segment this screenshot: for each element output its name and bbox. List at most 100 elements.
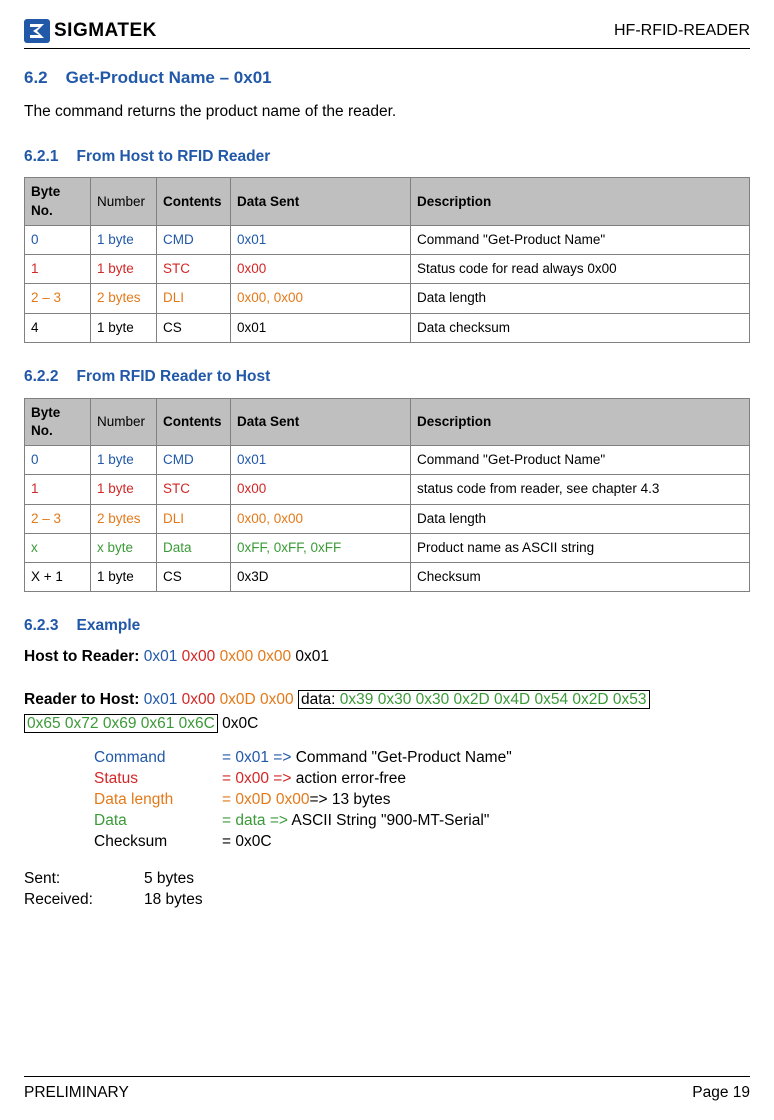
table-header-cell: Contents xyxy=(157,398,231,445)
table-cell: Data checksum xyxy=(411,313,750,342)
table-cell: CMD xyxy=(157,225,231,254)
kv-val: = 0x00 => action error-free xyxy=(222,769,406,790)
kv-row: Status= 0x00 => action error-free xyxy=(94,769,750,790)
table-cell: 1 byte xyxy=(91,255,157,284)
sub1-heading: 6.2.1 From Host to RFID Reader xyxy=(24,147,750,168)
table-cell: status code from reader, see chapter 4.3 xyxy=(411,475,750,504)
table-header-cell: Byte No. xyxy=(25,398,91,445)
bytes-key: Received: xyxy=(24,890,144,911)
table-cell: 2 – 3 xyxy=(25,504,91,533)
table-cell: Command "Get-Product Name" xyxy=(411,446,750,475)
kv-val: = 0x0C xyxy=(222,832,272,853)
hex-value: 0x01 xyxy=(144,648,178,665)
kv-row: Data= data => ASCII String "900-MT-Seria… xyxy=(94,811,750,832)
table-cell: 0x01 xyxy=(231,313,411,342)
hex-value: 0x01 xyxy=(291,648,329,665)
table-row: 41 byteCS0x01Data checksum xyxy=(25,313,750,342)
section-heading: 6.2Get-Product Name – 0x01 xyxy=(24,67,750,90)
table-cell: 1 byte xyxy=(91,475,157,504)
kv-row: Checksum= 0x0C xyxy=(94,832,750,853)
table-host-to-reader: Byte No.NumberContentsData SentDescripti… xyxy=(24,177,750,342)
table-cell: 1 byte xyxy=(91,562,157,591)
box-label: data: xyxy=(301,691,335,708)
hex-value: 0x01 xyxy=(144,691,182,708)
table-cell: STC xyxy=(157,475,231,504)
data-box: data: 0x39 0x30 0x30 0x2D 0x4D 0x54 0x2D… xyxy=(298,690,650,709)
table-cell: DLI xyxy=(157,284,231,313)
table-cell: x xyxy=(25,533,91,562)
table-cell: CS xyxy=(157,562,231,591)
data-box-line2: 0x65 0x72 0x69 0x61 0x6C xyxy=(24,714,218,733)
table-cell: 0 xyxy=(25,225,91,254)
table-header-cell: Description xyxy=(411,178,750,225)
table-header-cell: Data Sent xyxy=(231,398,411,445)
header-rule xyxy=(24,48,750,49)
table-reader-to-host: Byte No.NumberContentsData SentDescripti… xyxy=(24,398,750,593)
reader-to-host-block: Reader to Host: 0x01 0x00 0x0D 0x00 data… xyxy=(24,688,750,736)
hex-value: 0x00 0x00 xyxy=(215,648,291,665)
table-header-cell: Byte No. xyxy=(25,178,91,225)
bytes-key: Sent: xyxy=(24,869,144,890)
table-row: 01 byteCMD0x01Command "Get-Product Name" xyxy=(25,225,750,254)
kv-key: Status xyxy=(94,769,222,790)
table-row: 2 – 32 bytesDLI0x00, 0x00Data length xyxy=(25,284,750,313)
table-cell: 0x00, 0x00 xyxy=(231,504,411,533)
table-header-cell: Number xyxy=(91,178,157,225)
sigma-icon xyxy=(24,19,50,43)
h2r-label: Host to Reader: xyxy=(24,648,139,665)
table-cell: 2 – 3 xyxy=(25,284,91,313)
table-header-row: Byte No.NumberContentsData SentDescripti… xyxy=(25,178,750,225)
sub3-title: Example xyxy=(76,617,140,634)
table-cell: Status code for read always 0x00 xyxy=(411,255,750,284)
table-header-cell: Description xyxy=(411,398,750,445)
kv-key: Data xyxy=(94,811,222,832)
kv-key: Command xyxy=(94,748,222,769)
table-header-row: Byte No.NumberContentsData SentDescripti… xyxy=(25,398,750,445)
table-cell: 0xFF, 0xFF, 0xFF xyxy=(231,533,411,562)
sub3-heading: 6.2.3 Example xyxy=(24,616,750,637)
kv-list: Command= 0x01 => Command "Get-Product Na… xyxy=(94,748,750,853)
hex-value: 0x00 xyxy=(182,691,220,708)
kv-val: = 0x0D 0x00=> 13 bytes xyxy=(222,790,390,811)
bytes-row: Sent:5 bytes xyxy=(24,869,750,890)
sub2-heading: 6.2.2 From RFID Reader to Host xyxy=(24,367,750,388)
table-cell: DLI xyxy=(157,504,231,533)
table-cell: Checksum xyxy=(411,562,750,591)
host-to-reader-line: Host to Reader: 0x01 0x00 0x00 0x00 0x01 xyxy=(24,647,750,668)
table-cell: 1 byte xyxy=(91,225,157,254)
box-line1: 0x39 0x30 0x30 0x2D 0x4D 0x54 0x2D 0x53 xyxy=(340,691,647,708)
table-cell: x byte xyxy=(91,533,157,562)
table-row: 11 byteSTC0x00status code from reader, s… xyxy=(25,475,750,504)
table-row: 11 byteSTC0x00Status code for read alway… xyxy=(25,255,750,284)
footer-left: PRELIMINARY xyxy=(24,1083,129,1104)
table-cell: 0x00 xyxy=(231,475,411,504)
box-line2: 0x65 0x72 0x69 0x61 0x6C xyxy=(27,715,215,732)
table-cell: 0x3D xyxy=(231,562,411,591)
page-footer: PRELIMINARY Page 19 xyxy=(24,1068,750,1104)
page-header: SIGMATEK HF-RFID-READER xyxy=(24,18,750,44)
sub1-title: From Host to RFID Reader xyxy=(76,148,270,165)
table-cell: 4 xyxy=(25,313,91,342)
kv-val: = data => ASCII String "900-MT-Serial" xyxy=(222,811,489,832)
sub2-title: From RFID Reader to Host xyxy=(76,368,270,385)
table-cell: 0x00 xyxy=(231,255,411,284)
kv-key: Data length xyxy=(94,790,222,811)
sub1-num: 6.2.1 xyxy=(24,148,58,165)
sub3-num: 6.2.3 xyxy=(24,617,58,634)
table-cell: 1 xyxy=(25,255,91,284)
bytes-block: Sent:5 bytesReceived:18 bytes xyxy=(24,869,750,911)
footer-rule xyxy=(24,1076,750,1077)
sub2-num: 6.2.2 xyxy=(24,368,58,385)
section-title: Get-Product Name – 0x01 xyxy=(66,68,272,87)
hex-value: 0x00 xyxy=(177,648,215,665)
table-cell: X + 1 xyxy=(25,562,91,591)
table-header-cell: Data Sent xyxy=(231,178,411,225)
table-cell: 0x00, 0x00 xyxy=(231,284,411,313)
table-cell: Data length xyxy=(411,504,750,533)
table-row: X + 11 byteCS0x3DChecksum xyxy=(25,562,750,591)
bytes-val: 18 bytes xyxy=(144,890,203,911)
table-cell: Data xyxy=(157,533,231,562)
brand-text: SIGMATEK xyxy=(54,18,157,44)
table-cell: 2 bytes xyxy=(91,284,157,313)
doc-title: HF-RFID-READER xyxy=(614,20,750,42)
